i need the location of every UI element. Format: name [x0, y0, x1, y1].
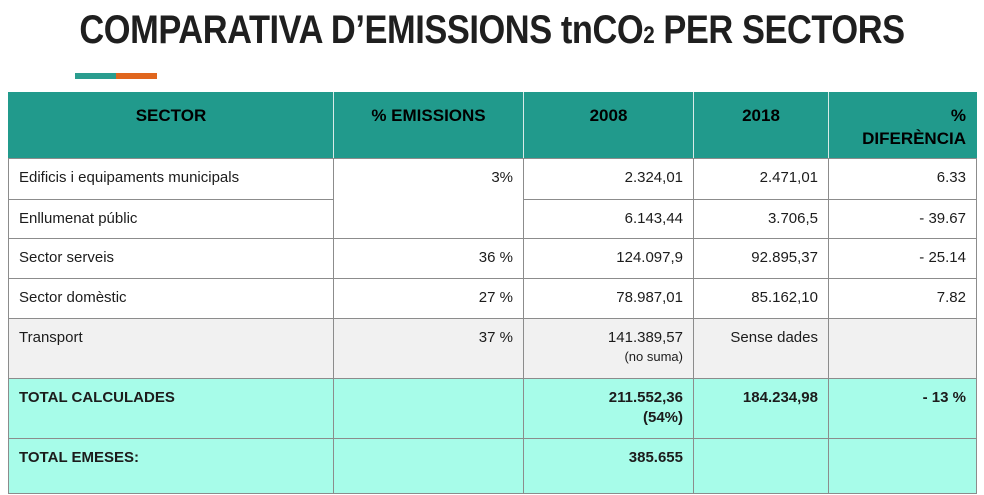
- title-text-right: PER SECTORS: [654, 8, 905, 52]
- cell-diferencia: 7.82: [828, 278, 977, 319]
- cell-2008-subvalue: (54%): [642, 409, 683, 427]
- header-sector: SECTOR: [8, 92, 334, 159]
- cell-diferencia-empty: [828, 438, 977, 494]
- cell-2018: 3.706,5: [693, 199, 829, 239]
- title-accent-bar: [75, 73, 157, 79]
- cell-2008-value: 211.552,36: [608, 389, 683, 406]
- table-row-serveis: Sector serveis 36 % 124.097,9 92.895,37 …: [8, 238, 977, 279]
- header-2018: 2018: [693, 92, 829, 159]
- cell-sector: Edificis i equipaments municipals: [8, 158, 334, 200]
- table-header-row: SECTOR % EMISSIONS 2008 2018 % DIFERÈNCI…: [8, 92, 977, 159]
- cell-diferencia: - 39.67: [828, 199, 977, 239]
- cell-emissions-empty: [333, 438, 524, 494]
- cell-2018: 92.895,37: [693, 238, 829, 279]
- table-row-enllumenat: Enllumenat públic 6.143,44 3.706,5 - 39.…: [8, 199, 977, 239]
- cell-2018: 184.234,98: [693, 378, 829, 439]
- cell-total-label: TOTAL CALCULADES: [8, 378, 334, 439]
- cell-emissions-merged: 3%: [333, 158, 524, 239]
- cell-sector: Sector serveis: [8, 238, 334, 279]
- table-row-edificis: Edificis i equipaments municipals 3% 2.3…: [8, 158, 977, 239]
- cell-2018: 85.162,10: [693, 278, 829, 319]
- cell-2008: 78.987,01: [523, 278, 694, 319]
- cell-total-label: TOTAL EMESES:: [8, 438, 334, 494]
- cell-2008: 141.389,57 (no suma): [523, 318, 694, 379]
- cell-emissions: 27 %: [333, 278, 524, 319]
- cell-2008-note: (no suma): [624, 349, 683, 365]
- cell-diferencia: - 13 %: [828, 378, 977, 439]
- cell-2018-empty: [693, 438, 829, 494]
- cell-2008: 6.143,44: [523, 199, 694, 239]
- title-subscript: 2: [643, 22, 655, 49]
- table-row-total-calculades: TOTAL CALCULADES 211.552,36 (54%) 184.23…: [8, 378, 977, 439]
- cell-diferencia: - 25.14: [828, 238, 977, 279]
- cell-2008: 124.097,9: [523, 238, 694, 279]
- header-2008: 2008: [523, 92, 694, 159]
- cell-sector: Enllumenat públic: [8, 199, 334, 239]
- table-row-transport: Transport 37 % 141.389,57 (no suma) Sens…: [8, 318, 977, 379]
- header-diferencia: % DIFERÈNCIA: [828, 92, 977, 159]
- title-text-left: COMPARATIVA D’EMISSIONS tnCO: [79, 8, 644, 52]
- cell-diferencia: 6.33: [828, 158, 977, 200]
- cell-emissions: 36 %: [333, 238, 524, 279]
- accent-teal-segment: [75, 73, 116, 79]
- cell-2008: 2.324,01: [523, 158, 694, 200]
- cell-2018: Sense dades: [693, 318, 829, 379]
- header-emissions: % EMISSIONS: [333, 92, 524, 159]
- accent-orange-segment: [116, 73, 157, 79]
- cell-emissions-empty: [333, 378, 524, 439]
- emissions-comparison-table: SECTOR % EMISSIONS 2008 2018 % DIFERÈNCI…: [8, 92, 977, 494]
- cell-diferencia-empty: [828, 318, 977, 379]
- cell-2008: 385.655: [523, 438, 694, 494]
- cell-2018: 2.471,01: [693, 158, 829, 200]
- table-row-total-emeses: TOTAL EMESES: 385.655: [8, 438, 977, 494]
- cell-2008-value: 141.389,57: [607, 329, 683, 346]
- cell-2008: 211.552,36 (54%): [523, 378, 694, 439]
- cell-sector: Transport: [8, 318, 334, 379]
- cell-emissions: 37 %: [333, 318, 524, 379]
- cell-sector: Sector domèstic: [8, 278, 334, 319]
- table-row-domestic: Sector domèstic 27 % 78.987,01 85.162,10…: [8, 278, 977, 319]
- page-title: COMPARATIVA D’EMISSIONS tnCO2 PER SECTOR…: [69, 8, 915, 53]
